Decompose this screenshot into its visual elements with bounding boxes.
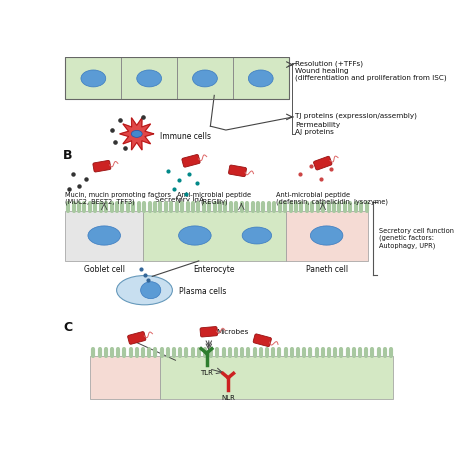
Bar xyxy=(65,211,143,261)
Text: B: B xyxy=(63,149,73,162)
Bar xyxy=(286,211,368,261)
Ellipse shape xyxy=(88,226,120,245)
Text: Anti-microbial peptide
(REGⅢγ): Anti-microbial peptide (REGⅢγ) xyxy=(177,192,251,206)
Bar xyxy=(90,356,160,399)
Ellipse shape xyxy=(141,282,161,299)
Ellipse shape xyxy=(131,130,142,137)
Bar xyxy=(65,57,289,99)
FancyBboxPatch shape xyxy=(313,156,332,170)
Text: Anti-microbial peptide
(defensin, cathelicidin, lysozyme): Anti-microbial peptide (defensin, cathel… xyxy=(276,192,388,206)
Text: TJ proteins (expression/assembly): TJ proteins (expression/assembly) xyxy=(295,112,417,119)
Ellipse shape xyxy=(117,275,173,305)
FancyBboxPatch shape xyxy=(200,327,218,337)
Text: C: C xyxy=(63,321,72,334)
Text: Mucin, mucin promoting factors
(MUC2, BEST2, TFF3): Mucin, mucin promoting factors (MUC2, BE… xyxy=(65,192,172,206)
Text: Plasma cells: Plasma cells xyxy=(179,287,227,296)
Ellipse shape xyxy=(192,70,218,87)
Text: Secretory cell function
(genetic factors:
Autophagy, UPR): Secretory cell function (genetic factors… xyxy=(379,228,454,249)
Text: TLR: TLR xyxy=(200,370,213,376)
FancyBboxPatch shape xyxy=(128,332,146,344)
Text: Permeability: Permeability xyxy=(295,121,340,128)
Text: AJ proteins: AJ proteins xyxy=(295,129,334,135)
Ellipse shape xyxy=(242,227,272,244)
Bar xyxy=(160,356,392,399)
Text: Microbes: Microbes xyxy=(217,328,249,335)
Text: Goblet cell: Goblet cell xyxy=(84,265,125,274)
Text: Resolution (+TFFs): Resolution (+TFFs) xyxy=(295,61,363,67)
Text: Wound healing
(differentiation and proliferation from ISC): Wound healing (differentiation and proli… xyxy=(295,68,447,81)
Ellipse shape xyxy=(248,70,273,87)
Text: Secretory IgA: Secretory IgA xyxy=(155,197,204,203)
Ellipse shape xyxy=(137,70,162,87)
Bar xyxy=(65,57,121,99)
FancyBboxPatch shape xyxy=(93,160,111,172)
Text: Paneth cell: Paneth cell xyxy=(306,265,348,274)
Polygon shape xyxy=(120,118,154,150)
FancyBboxPatch shape xyxy=(253,334,272,346)
Bar xyxy=(233,57,289,99)
Ellipse shape xyxy=(310,226,343,245)
Ellipse shape xyxy=(81,70,106,87)
Text: Immune cells: Immune cells xyxy=(160,132,211,141)
Text: Enterocyte: Enterocyte xyxy=(193,265,235,274)
FancyBboxPatch shape xyxy=(228,165,246,177)
FancyBboxPatch shape xyxy=(182,155,200,167)
Bar xyxy=(143,211,286,261)
Bar xyxy=(121,57,177,99)
Text: NLR: NLR xyxy=(221,395,235,401)
Ellipse shape xyxy=(179,226,211,245)
Bar xyxy=(177,57,233,99)
